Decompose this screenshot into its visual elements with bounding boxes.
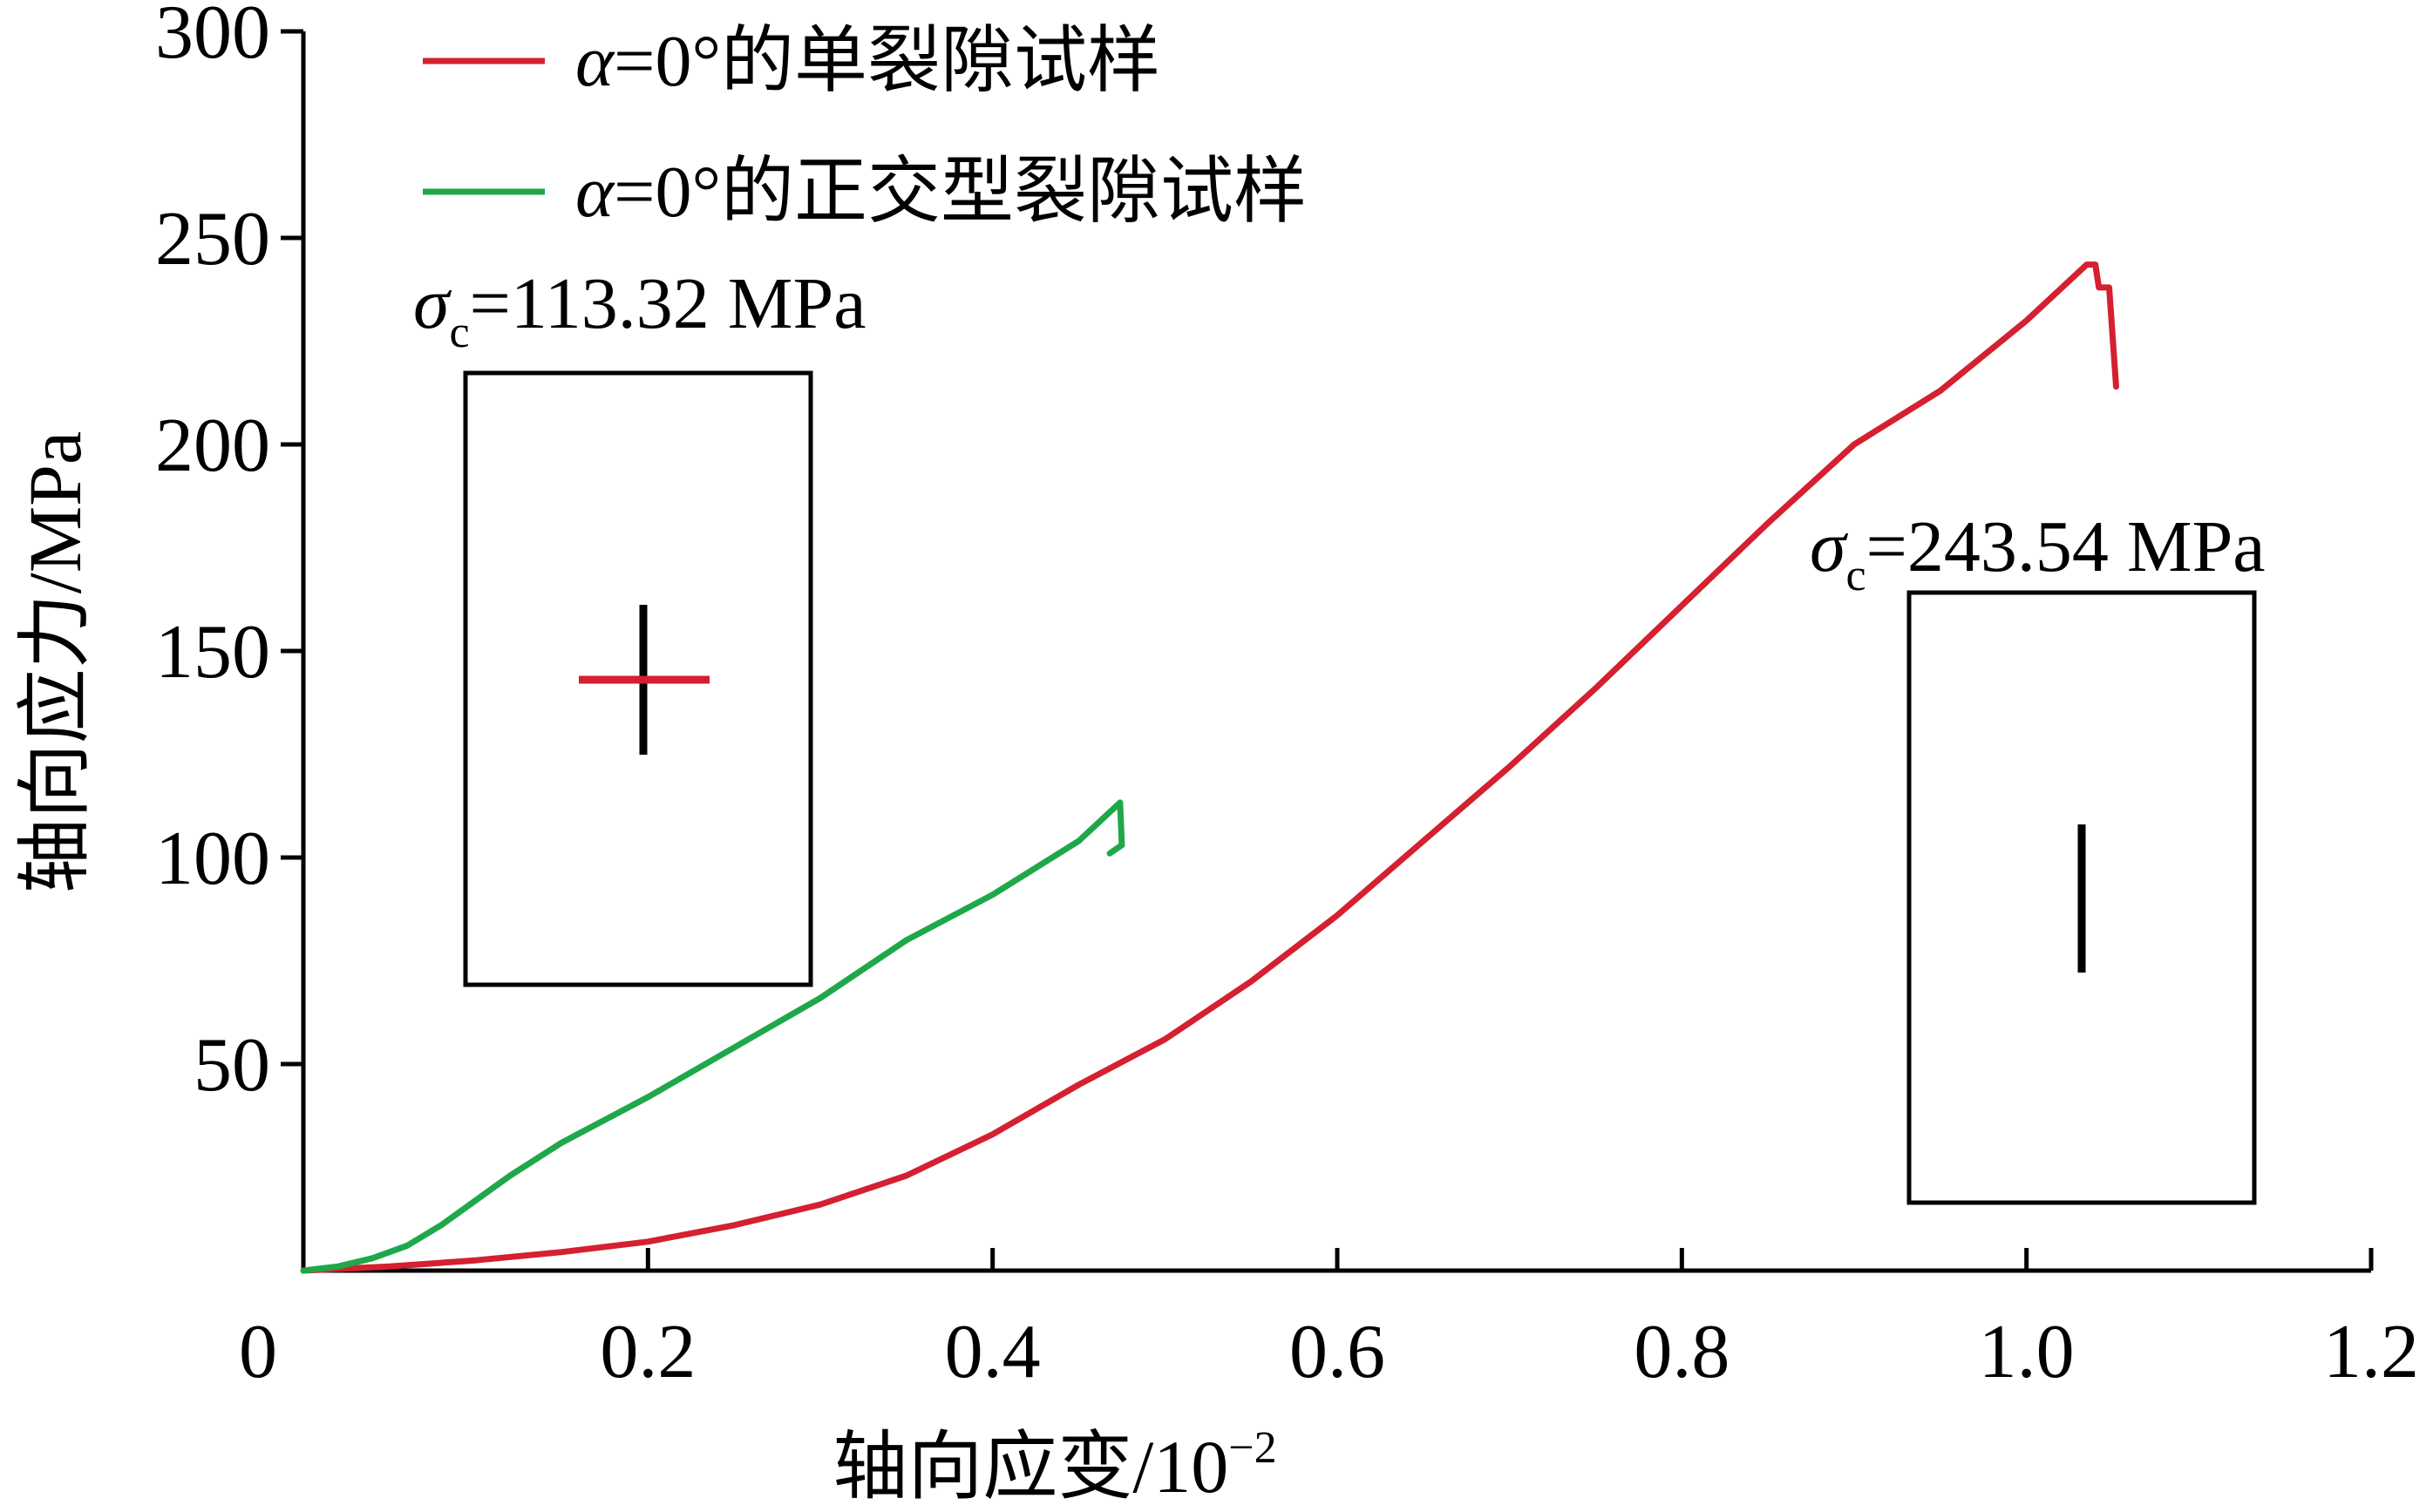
y-tick-label: 250: [155, 197, 270, 281]
specimen-outline: [463, 370, 813, 987]
specimen-outline: [1906, 590, 2257, 1205]
y-tick-label: 100: [155, 817, 270, 901]
inset-cross-crack-specimen: [463, 370, 813, 987]
series-layer: [300, 261, 2119, 1274]
y-tick-label: 300: [155, 0, 270, 75]
legend-label-single-crack: α=0°的单裂隙试样: [575, 21, 1160, 102]
x-axis-title: 轴向应变/10−2: [833, 1423, 1276, 1509]
x-tick-label: 0.2: [600, 1310, 696, 1394]
x-tick-label: 0: [239, 1310, 277, 1394]
legend: α=0°的单裂隙试样 α=0°的正交型裂隙试样: [423, 21, 1307, 233]
peak-label-orthogonal: σc=113.32 MPa: [413, 263, 866, 357]
series-line-single-crack: [300, 261, 2119, 1274]
inset-single-crack-specimen: [1906, 590, 2257, 1205]
y-tick-label: 200: [155, 403, 270, 488]
x-tick-label: 1.2: [2323, 1310, 2419, 1394]
x-tick-label: 0.8: [1634, 1310, 1730, 1394]
y-axis-title: 轴向应力/MPa: [13, 431, 97, 893]
y-tick-label: 150: [155, 610, 270, 695]
x-tick-label: 1.0: [1979, 1310, 2075, 1394]
x-tick-label: 0.4: [945, 1310, 1041, 1394]
x-ticks: 0 0.2 0.4 0.6 0.8 1.0 1.2: [239, 1248, 2419, 1394]
y-tick-label: 50: [194, 1023, 270, 1108]
series-line-orthogonal-crack: [300, 799, 1125, 1274]
peak-label-single: σc=243.54 MPa: [1810, 506, 2266, 600]
legend-label-orthogonal-crack: α=0°的正交型裂隙试样: [575, 152, 1307, 233]
x-tick-label: 0.6: [1289, 1310, 1385, 1394]
y-ticks: 50 100 150 200 250 300: [155, 0, 303, 1108]
